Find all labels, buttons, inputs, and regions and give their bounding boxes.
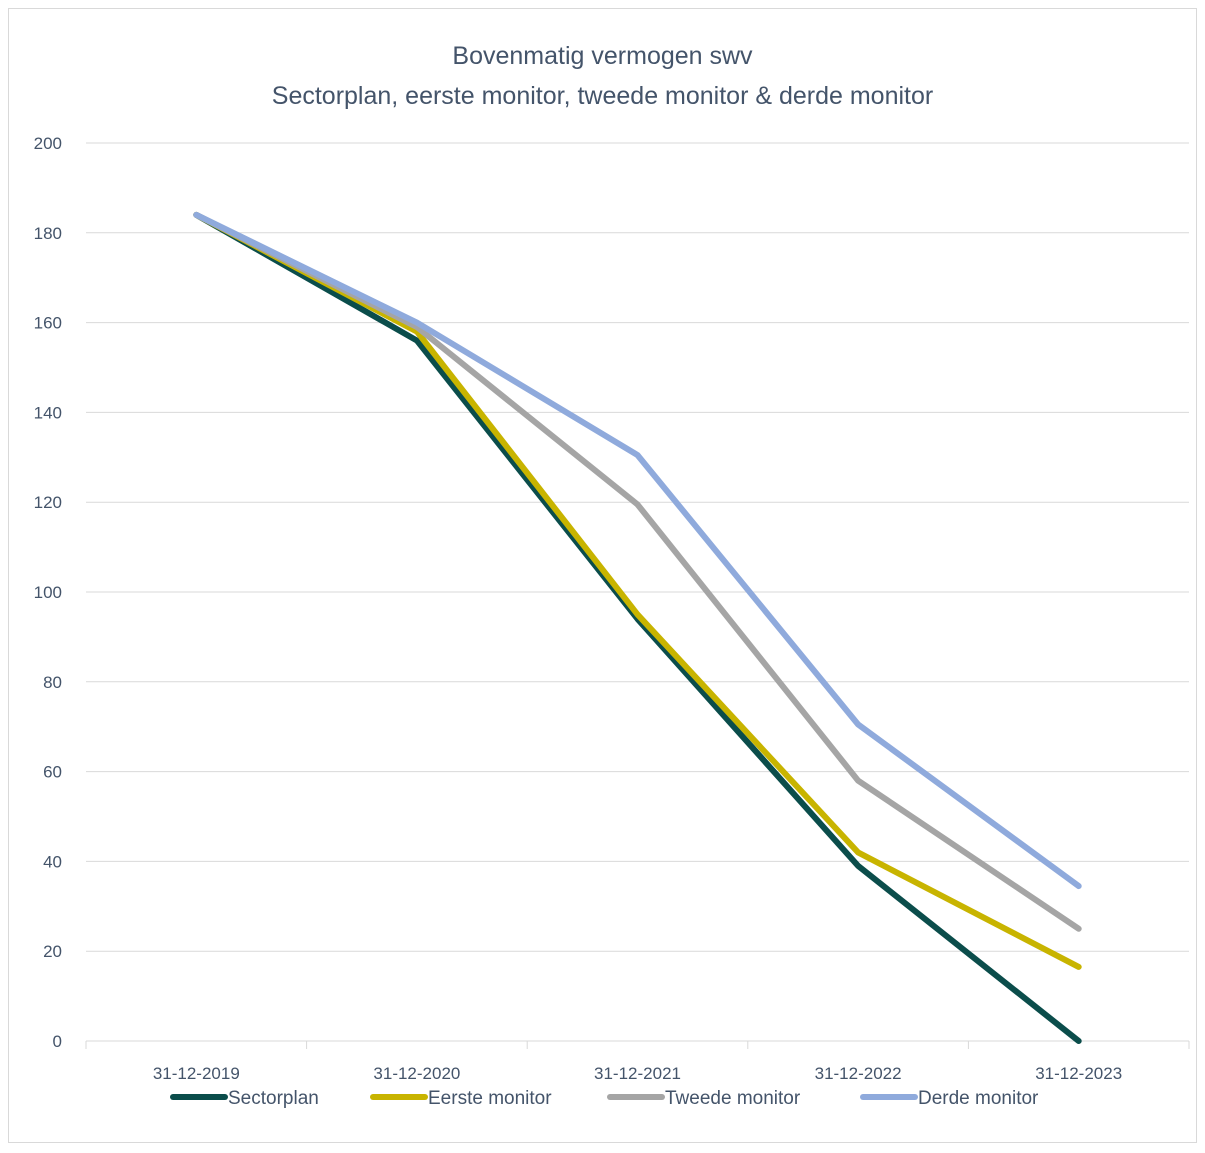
series-line-4	[193, 211, 1082, 890]
x-tick-label: 31-12-2021	[594, 1064, 681, 1083]
x-axis	[85, 1040, 1190, 1049]
legend-label: Derde monitor	[918, 1088, 1039, 1109]
y-tick-label: 140	[34, 403, 62, 422]
legend-item: Sectorplan	[170, 1088, 319, 1109]
x-tick-label: 31-12-2023	[1035, 1064, 1122, 1083]
legend-label: Sectorplan	[228, 1088, 319, 1109]
y-tick-label: 40	[43, 852, 62, 871]
legend-item: Derde monitor	[860, 1088, 1039, 1109]
legend-label: Eerste monitor	[428, 1088, 552, 1109]
gridlines	[86, 142, 1189, 952]
y-tick-label: 200	[34, 134, 62, 153]
y-tick-label: 120	[34, 493, 62, 512]
series-line-2	[193, 211, 1082, 970]
y-tick-label: 180	[34, 224, 62, 243]
legend-label: Tweede monitor	[665, 1088, 801, 1109]
y-tick-label: 160	[34, 314, 62, 333]
x-tick-label: 31-12-2020	[373, 1064, 460, 1083]
x-tick-label: 31-12-2019	[153, 1064, 240, 1083]
y-tick-label: 60	[43, 763, 62, 782]
y-tick-label: 0	[53, 1032, 62, 1051]
chart-title-block: Bovenmatig vermogen swv Sectorplan, eers…	[0, 36, 1205, 116]
series-line-1	[193, 211, 1082, 1044]
y-tick-label: 20	[43, 942, 62, 961]
y-tick-label: 100	[34, 583, 62, 602]
x-tick-label: 31-12-2022	[815, 1064, 902, 1083]
legend-item: Eerste monitor	[370, 1088, 552, 1109]
y-tick-label: 80	[43, 673, 62, 692]
chart-title: Bovenmatig vermogen swv	[452, 42, 753, 70]
legend-item: Tweede monitor	[607, 1088, 801, 1109]
y-axis-ticks: 0 20 40 60 80 100 120 140 160 180 200	[34, 134, 62, 1051]
series-lines	[193, 211, 1082, 1044]
series-line-3	[193, 211, 1082, 932]
x-axis-ticks: 31-12-2019 31-12-2020 31-12-2021 31-12-2022…	[153, 1064, 1122, 1083]
legend: Sectorplan Eerste monitor Tweede monitor De…	[170, 1088, 1039, 1109]
chart-subtitle: Sectorplan, eerste monitor, tweede monit…	[271, 82, 934, 110]
